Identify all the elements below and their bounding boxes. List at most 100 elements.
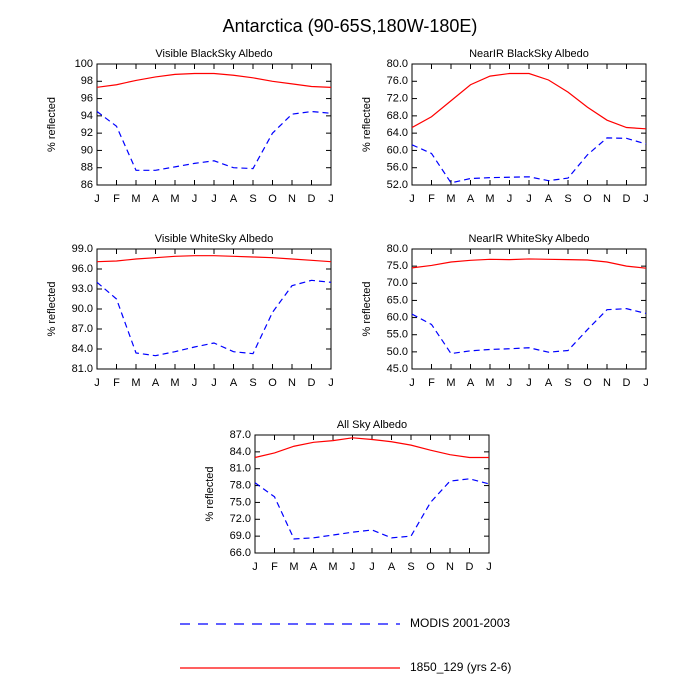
x-tick-label: M (485, 377, 494, 389)
y-tick-label: 56.0 (387, 162, 408, 174)
y-tick-label: 75.0 (230, 496, 251, 508)
series-line (411, 308, 647, 355)
y-tick-label: 94 (81, 110, 93, 122)
x-tick-label: J (94, 377, 100, 389)
x-tick-label: J (507, 193, 513, 205)
x-tick-label: M (131, 377, 140, 389)
x-tick-label: M (289, 561, 298, 573)
x-tick-label: M (485, 193, 494, 205)
x-tick-label: O (583, 377, 592, 389)
series-line (254, 478, 490, 540)
x-tick-label: M (131, 193, 140, 205)
y-axis-label: % reflected (361, 281, 373, 336)
series-line (96, 279, 332, 357)
y-tick-label: 45.0 (387, 363, 408, 375)
series-line (96, 72, 332, 88)
y-tick-label: 90.0 (72, 303, 93, 315)
y-tick-label: 87.0 (230, 429, 251, 441)
x-tick-label: J (350, 561, 356, 573)
x-tick-label: D (308, 193, 316, 205)
y-tick-label: 92 (81, 127, 93, 139)
x-tick-label: O (426, 561, 435, 573)
series-line (96, 255, 332, 263)
y-tick-label: 65.0 (387, 294, 408, 306)
y-tick-label: 81.0 (230, 463, 251, 475)
x-tick-label: A (310, 561, 318, 573)
x-tick-label: D (623, 377, 631, 389)
x-tick-label: J (526, 377, 532, 389)
panel-title: Visible WhiteSky Albedo (155, 233, 273, 245)
x-tick-label: S (249, 377, 256, 389)
y-tick-label: 72.0 (387, 92, 408, 104)
x-tick-label: J (507, 377, 513, 389)
y-tick-label: 70.0 (387, 277, 408, 289)
plot-frame (254, 434, 490, 554)
x-tick-label: A (545, 377, 553, 389)
panel-title: NearIR BlackSky Albedo (469, 48, 589, 60)
x-tick-label: J (211, 377, 217, 389)
y-tick-label: 84.0 (72, 343, 93, 355)
legend-label: MODIS 2001-2003 (410, 616, 510, 630)
y-axis-label: % reflected (361, 97, 373, 152)
x-tick-label: M (446, 193, 455, 205)
series-line (411, 137, 647, 184)
x-tick-label: F (113, 193, 120, 205)
x-tick-label: F (428, 377, 435, 389)
panel-title: Visible BlackSky Albedo (155, 48, 272, 60)
x-tick-label: J (643, 377, 649, 389)
y-tick-label: 52.0 (387, 179, 408, 191)
x-tick-label: D (308, 377, 316, 389)
x-tick-label: M (170, 193, 179, 205)
y-tick-label: 66.0 (230, 547, 251, 559)
x-tick-label: N (288, 377, 296, 389)
x-tick-label: J (409, 377, 415, 389)
x-tick-label: D (466, 561, 474, 573)
y-axis-label: % reflected (204, 466, 216, 521)
x-tick-label: S (564, 193, 571, 205)
x-tick-label: A (467, 377, 475, 389)
x-tick-label: A (388, 561, 396, 573)
x-tick-label: D (623, 193, 631, 205)
x-tick-label: J (369, 561, 375, 573)
x-tick-label: O (268, 377, 277, 389)
x-tick-label: A (545, 193, 553, 205)
x-tick-label: S (407, 561, 414, 573)
x-tick-label: N (603, 377, 611, 389)
x-tick-label: F (428, 193, 435, 205)
y-tick-label: 60.0 (387, 144, 408, 156)
x-tick-label: J (409, 193, 415, 205)
series-line (254, 437, 489, 459)
x-tick-label: J (252, 561, 258, 573)
y-axis-label: % reflected (46, 281, 58, 336)
y-tick-label: 55.0 (387, 329, 408, 341)
x-tick-label: A (152, 193, 160, 205)
y-tick-label: 96.0 (72, 263, 93, 275)
panel-title: All Sky Albedo (337, 419, 407, 431)
x-tick-label: J (192, 377, 198, 389)
x-tick-label: A (467, 193, 475, 205)
y-tick-label: 60.0 (387, 311, 408, 323)
plot-frame (96, 63, 332, 186)
x-tick-label: F (271, 561, 278, 573)
y-tick-label: 75.0 (387, 260, 408, 272)
y-tick-label: 72.0 (230, 513, 251, 525)
x-tick-label: O (268, 193, 277, 205)
x-tick-label: J (526, 193, 532, 205)
legend-label: 1850_129 (yrs 2-6) (410, 660, 511, 674)
y-tick-label: 93.0 (72, 283, 93, 295)
x-tick-label: S (564, 377, 571, 389)
x-tick-label: S (249, 193, 256, 205)
x-tick-label: J (211, 193, 217, 205)
y-tick-label: 87.0 (72, 323, 93, 335)
y-tick-label: 98 (81, 75, 93, 87)
y-tick-label: 99.0 (72, 243, 93, 255)
x-tick-label: A (152, 377, 160, 389)
x-tick-label: J (94, 193, 100, 205)
y-tick-label: 100 (75, 58, 93, 70)
x-tick-label: J (643, 193, 649, 205)
y-tick-label: 84.0 (230, 446, 251, 458)
figure-title: Antarctica (90-65S,180W-180E) (223, 16, 478, 36)
y-tick-label: 86 (81, 179, 93, 191)
panel-title: NearIR WhiteSky Albedo (468, 233, 589, 245)
